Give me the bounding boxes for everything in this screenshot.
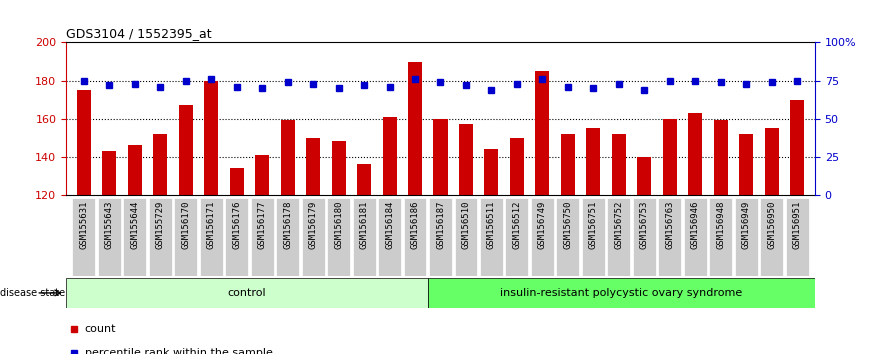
Bar <box>506 198 529 276</box>
Text: GSM156510: GSM156510 <box>462 201 470 249</box>
Text: GSM156180: GSM156180 <box>334 201 343 249</box>
Bar <box>663 119 677 195</box>
Bar <box>561 134 575 195</box>
Bar <box>760 198 783 276</box>
Bar <box>739 134 753 195</box>
Bar <box>357 164 371 195</box>
Bar <box>331 141 345 195</box>
Text: GSM156512: GSM156512 <box>513 201 522 249</box>
Bar <box>255 155 270 195</box>
Bar <box>531 198 554 276</box>
Bar <box>102 151 116 195</box>
Text: GSM156186: GSM156186 <box>411 201 419 249</box>
Bar <box>306 138 320 195</box>
Bar <box>230 168 244 195</box>
Text: GSM156171: GSM156171 <box>207 201 216 249</box>
Bar <box>149 198 172 276</box>
Text: GSM156511: GSM156511 <box>487 201 496 249</box>
Text: GSM156946: GSM156946 <box>691 201 700 249</box>
Text: GSM156178: GSM156178 <box>283 201 292 249</box>
Text: disease state: disease state <box>0 288 65 298</box>
Text: GSM156763: GSM156763 <box>665 201 674 249</box>
Bar <box>428 278 815 308</box>
Bar <box>77 90 91 195</box>
Bar <box>433 119 448 195</box>
Bar <box>429 198 452 276</box>
Bar <box>153 134 167 195</box>
Bar <box>637 156 651 195</box>
Text: GSM156181: GSM156181 <box>359 201 368 249</box>
Bar <box>709 198 732 276</box>
Bar <box>587 128 600 195</box>
Text: GSM155631: GSM155631 <box>79 201 88 249</box>
Text: GSM156752: GSM156752 <box>614 201 623 249</box>
Bar <box>408 62 422 195</box>
Bar <box>790 99 804 195</box>
Text: GSM155644: GSM155644 <box>130 201 139 249</box>
Text: GSM156176: GSM156176 <box>233 201 241 249</box>
Bar <box>459 124 473 195</box>
Bar <box>455 198 478 276</box>
Bar <box>128 145 142 195</box>
Text: GSM156750: GSM156750 <box>563 201 573 249</box>
Bar <box>536 71 550 195</box>
Bar <box>72 198 95 276</box>
Text: GSM156950: GSM156950 <box>767 201 776 249</box>
Bar <box>277 198 300 276</box>
Bar <box>735 198 758 276</box>
Text: GSM156187: GSM156187 <box>436 201 445 249</box>
Bar <box>684 198 707 276</box>
Bar <box>607 198 630 276</box>
Bar <box>200 198 223 276</box>
Bar <box>765 128 779 195</box>
Bar <box>510 138 524 195</box>
Bar <box>204 81 218 195</box>
Bar <box>378 198 401 276</box>
Text: GSM156184: GSM156184 <box>385 201 394 249</box>
Bar <box>403 198 426 276</box>
Bar <box>611 134 626 195</box>
Bar <box>485 149 499 195</box>
Text: insulin-resistant polycystic ovary syndrome: insulin-resistant polycystic ovary syndr… <box>500 288 743 298</box>
Bar <box>480 198 503 276</box>
Text: GSM156949: GSM156949 <box>742 201 751 249</box>
Bar <box>281 120 294 195</box>
Text: GSM155729: GSM155729 <box>156 201 165 249</box>
Bar <box>658 198 681 276</box>
Bar <box>301 198 324 276</box>
Bar <box>688 113 702 195</box>
Bar <box>251 198 274 276</box>
Text: GSM156948: GSM156948 <box>716 201 725 249</box>
Bar <box>557 198 580 276</box>
Bar <box>123 198 146 276</box>
Bar <box>382 117 396 195</box>
Text: control: control <box>227 288 266 298</box>
Text: GSM156177: GSM156177 <box>258 201 267 249</box>
Text: GSM156749: GSM156749 <box>538 201 547 249</box>
Text: GSM156951: GSM156951 <box>793 201 802 249</box>
Text: GSM156170: GSM156170 <box>181 201 190 249</box>
Text: GSM156753: GSM156753 <box>640 201 648 249</box>
Text: GSM156179: GSM156179 <box>308 201 318 249</box>
Bar <box>633 198 655 276</box>
Text: percentile rank within the sample: percentile rank within the sample <box>85 348 273 354</box>
Bar <box>174 198 197 276</box>
Bar <box>327 198 350 276</box>
Text: GSM156751: GSM156751 <box>589 201 598 249</box>
Bar <box>66 278 428 308</box>
Bar <box>98 198 121 276</box>
Bar <box>581 198 604 276</box>
Text: GDS3104 / 1552395_at: GDS3104 / 1552395_at <box>66 27 211 40</box>
Bar <box>786 198 809 276</box>
Text: GSM155643: GSM155643 <box>105 201 114 249</box>
Bar <box>226 198 248 276</box>
Text: count: count <box>85 324 116 334</box>
Bar <box>352 198 375 276</box>
Bar <box>714 120 728 195</box>
Bar <box>179 105 193 195</box>
